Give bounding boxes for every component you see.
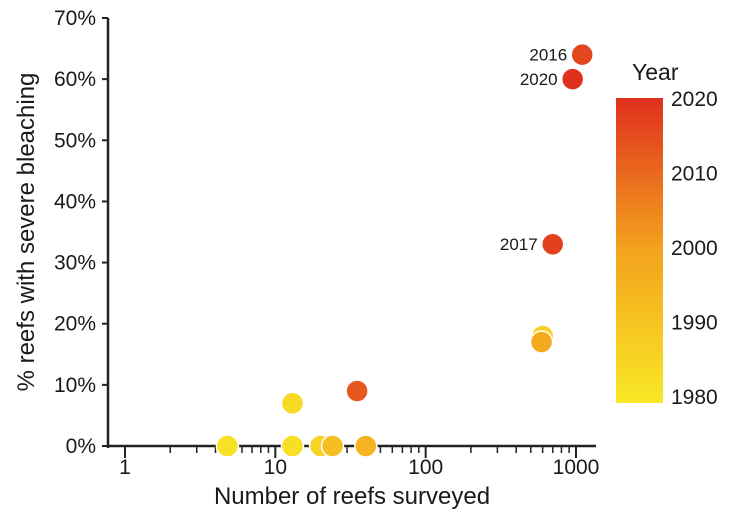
y-axis-ticks: 0% 10% 20% 30% 40% 50% 60% 70% bbox=[54, 7, 108, 458]
data-point bbox=[320, 434, 345, 458]
colorbar-tick-label: 2010 bbox=[671, 163, 718, 186]
colorbar-tick-label: 1980 bbox=[671, 386, 718, 409]
colorbar-tick-label: 1990 bbox=[671, 312, 718, 335]
y-tick-label: 40% bbox=[54, 190, 96, 213]
data-point bbox=[354, 434, 378, 458]
y-tick-label: 70% bbox=[54, 7, 96, 30]
colorbar-title: Year bbox=[632, 59, 679, 85]
data-point bbox=[560, 67, 585, 91]
x-tick-label: 1000 bbox=[553, 456, 600, 479]
y-axis-title: % reefs with severe bleaching bbox=[13, 73, 40, 392]
data-point bbox=[570, 42, 594, 67]
colorbar-tick-label: 2020 bbox=[671, 88, 718, 111]
colorbar-gradient bbox=[616, 98, 663, 403]
y-tick-label: 0% bbox=[66, 435, 96, 458]
data-point bbox=[280, 391, 305, 415]
y-tick-label: 30% bbox=[54, 252, 96, 275]
data-point bbox=[345, 379, 369, 403]
x-axis-title: Number of reefs surveyed bbox=[214, 483, 490, 510]
colorbar-ticks: 2020 2010 2000 1990 1980 bbox=[671, 88, 718, 409]
y-tick-label: 50% bbox=[54, 129, 96, 152]
y-tick-label: 10% bbox=[54, 374, 96, 397]
point-year-label: 2017 bbox=[500, 235, 538, 254]
data-point bbox=[540, 232, 565, 256]
data-points bbox=[215, 42, 594, 458]
y-tick-label: 20% bbox=[54, 313, 96, 336]
data-point bbox=[280, 434, 305, 458]
point-labels: 2017 2016 2020 bbox=[500, 46, 567, 255]
point-year-label: 2020 bbox=[520, 70, 558, 89]
colorbar-tick-label: 2000 bbox=[671, 237, 718, 260]
data-point bbox=[529, 330, 554, 354]
data-point bbox=[215, 434, 240, 458]
x-tick-label: 100 bbox=[408, 456, 443, 479]
point-year-label: 2016 bbox=[529, 46, 567, 65]
x-tick-label: 1 bbox=[119, 456, 131, 479]
x-tick-label: 10 bbox=[264, 456, 287, 479]
y-tick-label: 60% bbox=[54, 68, 96, 91]
